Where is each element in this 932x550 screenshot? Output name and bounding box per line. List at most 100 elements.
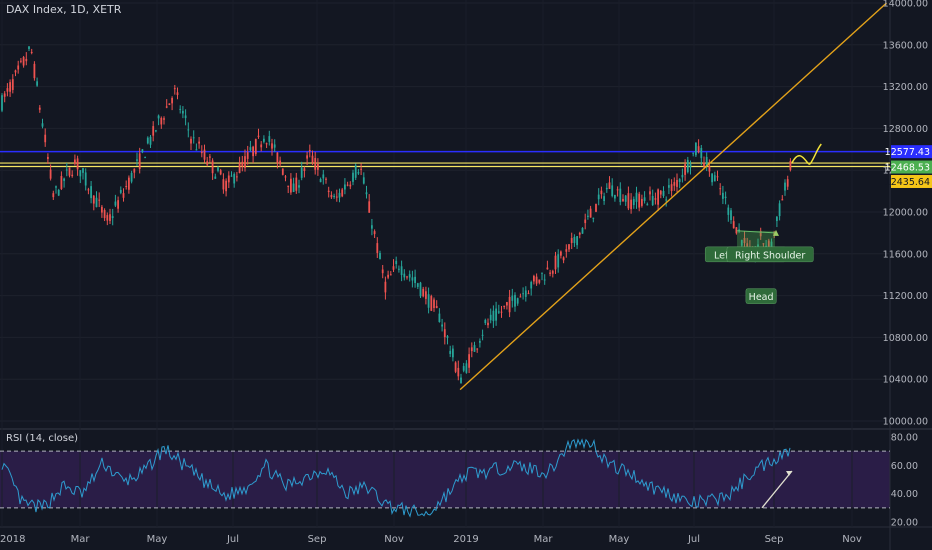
candle-body xyxy=(381,269,384,274)
candle-body xyxy=(317,164,319,170)
candle-body xyxy=(22,57,25,66)
candle-body xyxy=(433,299,435,308)
candle-body xyxy=(533,275,535,282)
pattern-label-text: Head xyxy=(749,292,774,303)
candle-body xyxy=(33,63,36,79)
candle-body xyxy=(295,177,298,191)
candle-body xyxy=(730,210,732,221)
chart-title: DAX Index, 1D, XETR xyxy=(6,3,122,16)
trend-line xyxy=(459,2,887,391)
candle-body xyxy=(443,329,446,338)
candle-body xyxy=(408,274,411,278)
candle-body xyxy=(338,192,341,198)
candle-body xyxy=(673,182,676,186)
candle-body xyxy=(344,184,346,190)
level-badge-bg xyxy=(891,160,932,174)
candle-body xyxy=(211,160,214,174)
candle-body xyxy=(454,362,457,372)
candle-body xyxy=(759,231,762,237)
candle-body xyxy=(614,195,616,199)
candle-body xyxy=(711,173,713,183)
candle-body xyxy=(641,198,643,206)
candle-body xyxy=(6,88,9,92)
candle-body xyxy=(470,347,473,352)
candle-body xyxy=(252,146,254,157)
candle-body xyxy=(30,51,33,53)
candle-body xyxy=(398,268,400,270)
candle-body xyxy=(74,159,76,164)
candle-body xyxy=(3,93,6,97)
candle-body xyxy=(209,156,211,158)
candle-body xyxy=(441,324,443,327)
candle-body xyxy=(155,130,157,132)
candle-body xyxy=(419,282,422,297)
candle-body xyxy=(173,88,176,90)
candle-body xyxy=(392,266,395,270)
candle-body xyxy=(524,290,527,297)
level-badge-text: 12435.64 xyxy=(885,177,930,188)
candle-body xyxy=(314,158,317,170)
candle-body xyxy=(330,194,333,198)
candle-body xyxy=(238,163,241,173)
candle-body xyxy=(511,295,514,301)
candle-body xyxy=(190,138,192,144)
candle-body xyxy=(627,193,630,209)
candle-body xyxy=(778,203,781,217)
candle-body xyxy=(44,134,47,143)
candle-body xyxy=(508,296,511,313)
candle-body xyxy=(354,165,357,178)
candle-body xyxy=(182,110,184,114)
candle-body xyxy=(632,199,635,206)
candle-body xyxy=(789,160,792,170)
candle-body xyxy=(14,70,17,73)
candle-body xyxy=(292,183,295,192)
candle-body xyxy=(227,175,230,183)
candle-body xyxy=(365,192,368,195)
candle-body xyxy=(576,236,578,246)
candle-body xyxy=(76,158,79,170)
candle-body xyxy=(592,217,595,219)
candle-body xyxy=(9,82,11,92)
candle-body xyxy=(206,161,209,165)
candle-body xyxy=(225,180,227,192)
candle-body xyxy=(57,189,60,196)
candle-body xyxy=(695,142,697,156)
candle-body xyxy=(357,172,360,174)
candle-body xyxy=(665,199,668,201)
candle-body xyxy=(284,176,287,178)
candle-body xyxy=(160,117,163,125)
candle-body xyxy=(20,60,22,62)
candle-body xyxy=(125,186,128,188)
candle-body xyxy=(765,245,767,247)
candle-body xyxy=(427,294,430,308)
candle-body xyxy=(168,103,171,106)
candle-body xyxy=(422,288,425,297)
candle-body xyxy=(770,241,773,247)
candle-body xyxy=(144,157,146,159)
candle-body xyxy=(376,243,379,253)
candle-body xyxy=(41,123,44,127)
candle-body xyxy=(176,92,179,96)
candle-body xyxy=(465,363,468,373)
candle-body xyxy=(762,243,765,245)
candle-body xyxy=(681,174,684,178)
candle-body xyxy=(500,311,503,313)
candle-body xyxy=(546,267,549,270)
candle-body xyxy=(414,276,416,284)
candle-body xyxy=(743,238,746,243)
candle-body xyxy=(757,244,759,248)
candle-body xyxy=(406,276,408,278)
candle-body xyxy=(165,106,168,108)
rsi-title: RSI (14, close) xyxy=(6,433,79,444)
candle-body xyxy=(36,81,38,86)
candle-body xyxy=(200,151,203,154)
candle-body xyxy=(222,179,225,190)
candle-body xyxy=(352,172,354,182)
candle-body xyxy=(52,193,55,198)
candle-body xyxy=(597,194,600,200)
candle-body xyxy=(616,189,619,191)
candle-body xyxy=(106,215,109,221)
projection-curve xyxy=(791,143,822,165)
neckline xyxy=(736,230,776,234)
